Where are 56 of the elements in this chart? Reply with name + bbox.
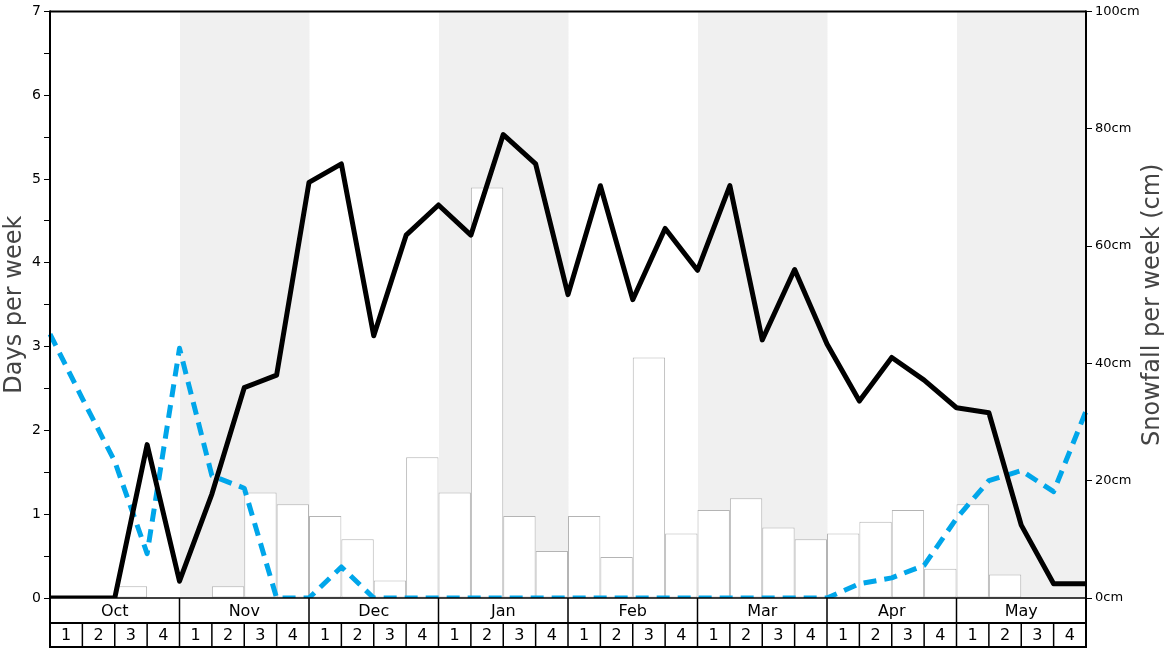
y-tick-label: 6 [32,85,42,102]
x-tick-label: 3 [514,624,525,644]
y-tick-label: 4 [32,253,42,270]
x-tick-label: 1 [967,624,978,644]
x-tick-label: 3 [902,624,914,644]
text: May [1004,600,1038,620]
x-tick-label: 1 [579,624,590,644]
x-tick-label: 4 [805,624,816,644]
x-tick-label: 1 [838,624,849,644]
x-tick-label: 4 [1064,624,1075,644]
x-tick-label: 2 [611,624,622,644]
x-tick-label: 4 [158,624,169,644]
x-tick-label: 3 [125,624,137,644]
x-tick-label: 2 [999,624,1011,644]
y2-tick-label: 100cm [1095,2,1140,18]
text: Jan [489,600,516,620]
x-tick-label: 3 [255,624,266,644]
y-tick-label: 5 [32,169,41,186]
x-tick-label: 3 [773,624,784,644]
x-tick-label: 4 [546,624,557,644]
y2-tick-label: 20cm [1095,472,1132,488]
x-tick-label: 4 [417,624,428,644]
x-tick-label: 1 [449,624,460,644]
x-tick-label: 2 [740,624,752,644]
x-tick-label: 4 [287,624,298,644]
text: Oct [100,600,129,620]
x-tick-label: 1 [708,624,719,644]
x-tick-label: 3 [643,624,655,644]
y2-axis-title: Snowfall per week (cm) [1137,163,1166,446]
x-tick-label: 2 [222,624,234,644]
x-tick-label: 2 [352,624,363,644]
x-tick-label: 1 [320,624,331,644]
y2-tick-label: 80cm [1095,120,1132,136]
x-tick-label: 1 [61,624,72,644]
y-tick-label: 3 [32,337,41,354]
x-tick-label: 4 [676,624,687,644]
text: Mar [747,600,778,620]
text: Feb [618,600,647,620]
y-tick-label: 7 [32,2,41,19]
y-tick-label: 2 [32,421,41,438]
y2-tick-label: 0cm [1095,589,1124,605]
text: Dec [358,600,390,620]
x-tick-label: 2 [93,624,104,644]
text: Apr [877,600,907,620]
x-tick-label: 4 [935,624,946,644]
x-tick-label: 1 [190,624,201,644]
y2-tick-label: 40cm [1095,354,1132,370]
x-tick-label: 2 [870,624,881,644]
y-tick-label: 0 [32,588,41,605]
text: Nov [228,600,260,620]
x-tick-label: 3 [1032,624,1043,644]
x-tick-label: 2 [481,624,493,644]
x-tick-label: 3 [384,624,396,644]
y2-tick-label: 60cm [1095,237,1132,253]
y-tick-label: 1 [32,504,41,521]
y-axis-title: Days per week [0,215,27,394]
